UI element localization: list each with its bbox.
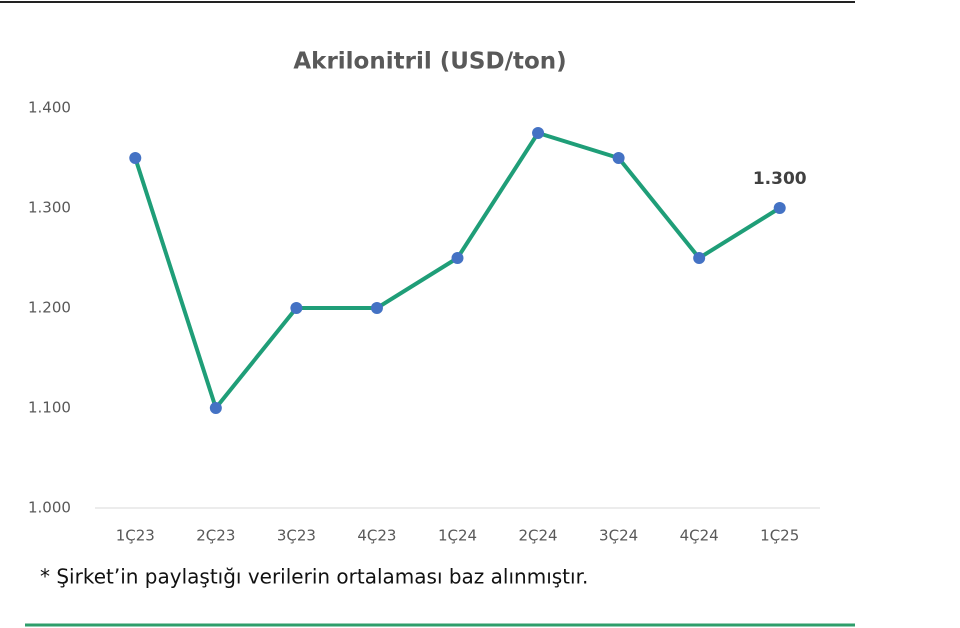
y-tick-label: 1.000 [28,499,71,517]
y-tick-label: 1.300 [28,199,71,217]
data-label: 1.300 [753,169,807,189]
chart-title: Akrilonitril (USD/ton) [293,49,566,75]
x-tick-label: 3Ç23 [277,527,316,545]
line [133,131,781,410]
marker [451,252,464,264]
x-tick-label: 2Ç23 [196,527,235,545]
x-tick-label: 4Ç24 [680,527,719,545]
marker [290,302,303,314]
y-tick-label: 1.200 [28,299,71,317]
y-tick-label: 1.400 [28,99,71,117]
marker [612,152,625,164]
x-tick-label: 1Ç24 [438,527,477,545]
marker [370,302,383,314]
marker [129,152,142,164]
marker [209,402,222,414]
x-tick-label: 1Ç25 [760,527,799,545]
x-tick-label: 3Ç24 [599,527,638,545]
x-tick-label: 2Ç24 [519,527,558,545]
marker [532,127,545,139]
marker [773,202,786,214]
footnote: * Şirket’in paylaştığı verilerin ortalam… [40,565,588,589]
marker [693,252,706,264]
y-tick-label: 1.100 [28,399,71,417]
x-tick-label: 4Ç23 [357,527,396,545]
x-tick-label: 1Ç23 [116,527,155,545]
